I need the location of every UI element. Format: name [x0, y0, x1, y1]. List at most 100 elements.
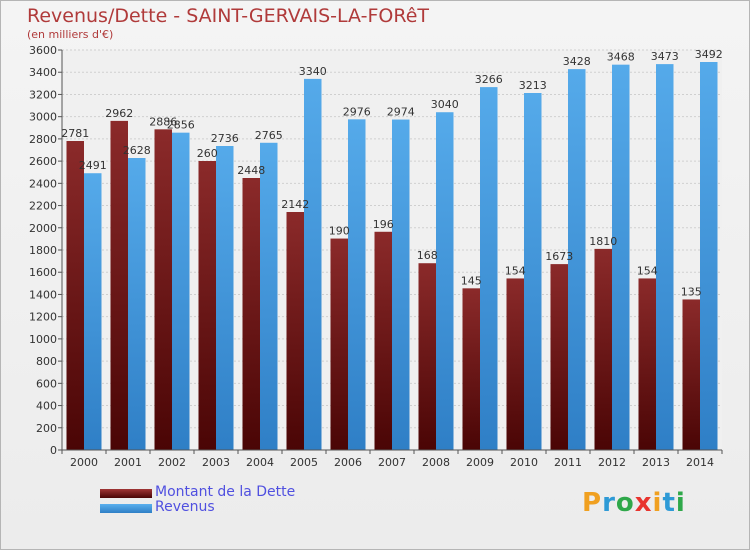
- x-tick-label: 2004: [246, 456, 274, 469]
- x-tick-label: 2010: [510, 456, 538, 469]
- y-tick-label: 600: [36, 377, 57, 390]
- bar-revenus: [700, 62, 718, 450]
- bar-revenus: [656, 64, 674, 450]
- y-tick-label: 2800: [29, 133, 57, 146]
- legend-swatch-debt: [100, 489, 152, 498]
- data-label-revenus: 2736: [211, 132, 239, 145]
- x-tick-label: 2002: [158, 456, 186, 469]
- logo-letter: i: [652, 488, 663, 518]
- x-tick-label: 2003: [202, 456, 230, 469]
- bar-revenus: [568, 69, 586, 450]
- data-label-revenus: 2856: [167, 119, 195, 132]
- data-label-debt: 1673: [545, 250, 573, 263]
- bar-debt: [506, 278, 524, 450]
- y-tick-label: 2200: [29, 200, 57, 213]
- bar-debt: [550, 264, 568, 450]
- bar-revenus: [392, 119, 410, 451]
- y-tick-label: 1800: [29, 244, 57, 257]
- data-label-revenus: 2976: [343, 105, 371, 118]
- logo-letter: i: [675, 488, 686, 518]
- bar-revenus: [612, 64, 630, 451]
- bar-revenus: [436, 112, 454, 450]
- x-tick-label: 2014: [686, 456, 714, 469]
- data-label-revenus: 2765: [255, 129, 283, 142]
- bar-debt: [682, 299, 700, 450]
- logo-letter: x: [634, 488, 653, 518]
- legend-label-debt: Montant de la Dette: [155, 484, 296, 500]
- data-label-debt: 260: [197, 147, 218, 160]
- data-label-debt: 2886: [149, 115, 177, 128]
- y-tick-label: 1400: [29, 288, 57, 301]
- data-label-debt: 135: [681, 285, 702, 298]
- data-label-revenus: 3340: [299, 65, 327, 78]
- bar-revenus: [524, 93, 542, 450]
- y-tick-label: 3400: [29, 66, 57, 79]
- y-tick-label: 2000: [29, 222, 57, 235]
- y-tick-label: 1000: [29, 333, 57, 346]
- y-tick-label: 3600: [29, 44, 57, 57]
- chart-title: Revenus/Dette - SAINT-GERVAIS-LA-FORêT: [27, 5, 430, 27]
- data-label-debt: 190: [329, 225, 350, 238]
- y-tick-label: 3000: [29, 111, 57, 124]
- data-label-debt: 2142: [281, 198, 309, 211]
- data-label-debt: 145: [461, 274, 482, 287]
- data-label-revenus: 2974: [387, 106, 415, 119]
- bar-debt: [462, 288, 480, 450]
- data-label-debt: 2448: [237, 164, 265, 177]
- x-tick-label: 2013: [642, 456, 670, 469]
- data-label-revenus: 3492: [695, 48, 723, 61]
- x-tick-label: 2001: [114, 456, 142, 469]
- x-tick-label: 2005: [290, 456, 318, 469]
- data-label-revenus: 2628: [123, 144, 151, 157]
- x-tick-label: 2011: [554, 456, 582, 469]
- y-tick-label: 400: [36, 400, 57, 413]
- proxiti-logo: Proxiti: [582, 488, 686, 518]
- x-tick-label: 2007: [378, 456, 406, 469]
- chart-subtitle: (en milliers d'€): [27, 28, 114, 41]
- y-tick-label: 0: [50, 444, 57, 457]
- legend-label-revenus: Revenus: [155, 499, 215, 515]
- y-tick-label: 200: [36, 422, 57, 435]
- data-label-debt: 2962: [105, 107, 133, 120]
- bar-revenus: [172, 132, 190, 450]
- logo-letter: P: [582, 488, 603, 518]
- bar-debt: [638, 278, 656, 450]
- y-tick-label: 3200: [29, 88, 57, 101]
- bar-revenus: [260, 142, 278, 450]
- y-tick-label: 2400: [29, 177, 57, 190]
- bar-debt: [418, 263, 436, 450]
- data-label-revenus: 3213: [519, 79, 547, 92]
- bar-revenus: [480, 87, 498, 450]
- data-label-debt: 154: [637, 264, 658, 277]
- data-label-revenus: 3266: [475, 73, 503, 86]
- x-tick-label: 2009: [466, 456, 494, 469]
- bar-revenus: [128, 158, 146, 450]
- bar-debt: [594, 248, 612, 450]
- logo-letter: t: [662, 488, 676, 518]
- bar-debt: [66, 141, 84, 450]
- bar-revenus: [304, 78, 322, 450]
- bar-debt: [154, 129, 172, 451]
- data-label-debt: 168: [417, 249, 438, 262]
- bar-revenus: [216, 146, 234, 450]
- data-label-revenus: 3468: [607, 51, 635, 64]
- y-tick-label: 1600: [29, 266, 57, 279]
- x-tick-label: 2012: [598, 456, 626, 469]
- data-label-debt: 1810: [589, 235, 617, 248]
- y-tick-label: 2600: [29, 155, 57, 168]
- bar-debt: [330, 238, 348, 450]
- y-tick-label: 1200: [29, 311, 57, 324]
- data-label-debt: 2781: [61, 127, 89, 140]
- logo-letter: r: [602, 488, 616, 518]
- bar-debt: [374, 231, 392, 450]
- data-label-revenus: 3040: [431, 98, 459, 111]
- x-tick-label: 2008: [422, 456, 450, 469]
- x-tick-label: 2006: [334, 456, 362, 469]
- bar-debt: [286, 212, 304, 450]
- bar-revenus: [348, 119, 366, 450]
- data-label-debt: 154: [505, 264, 526, 277]
- bar-debt: [242, 178, 260, 450]
- data-label-debt: 196: [373, 218, 394, 231]
- x-tick-label: 2000: [70, 456, 98, 469]
